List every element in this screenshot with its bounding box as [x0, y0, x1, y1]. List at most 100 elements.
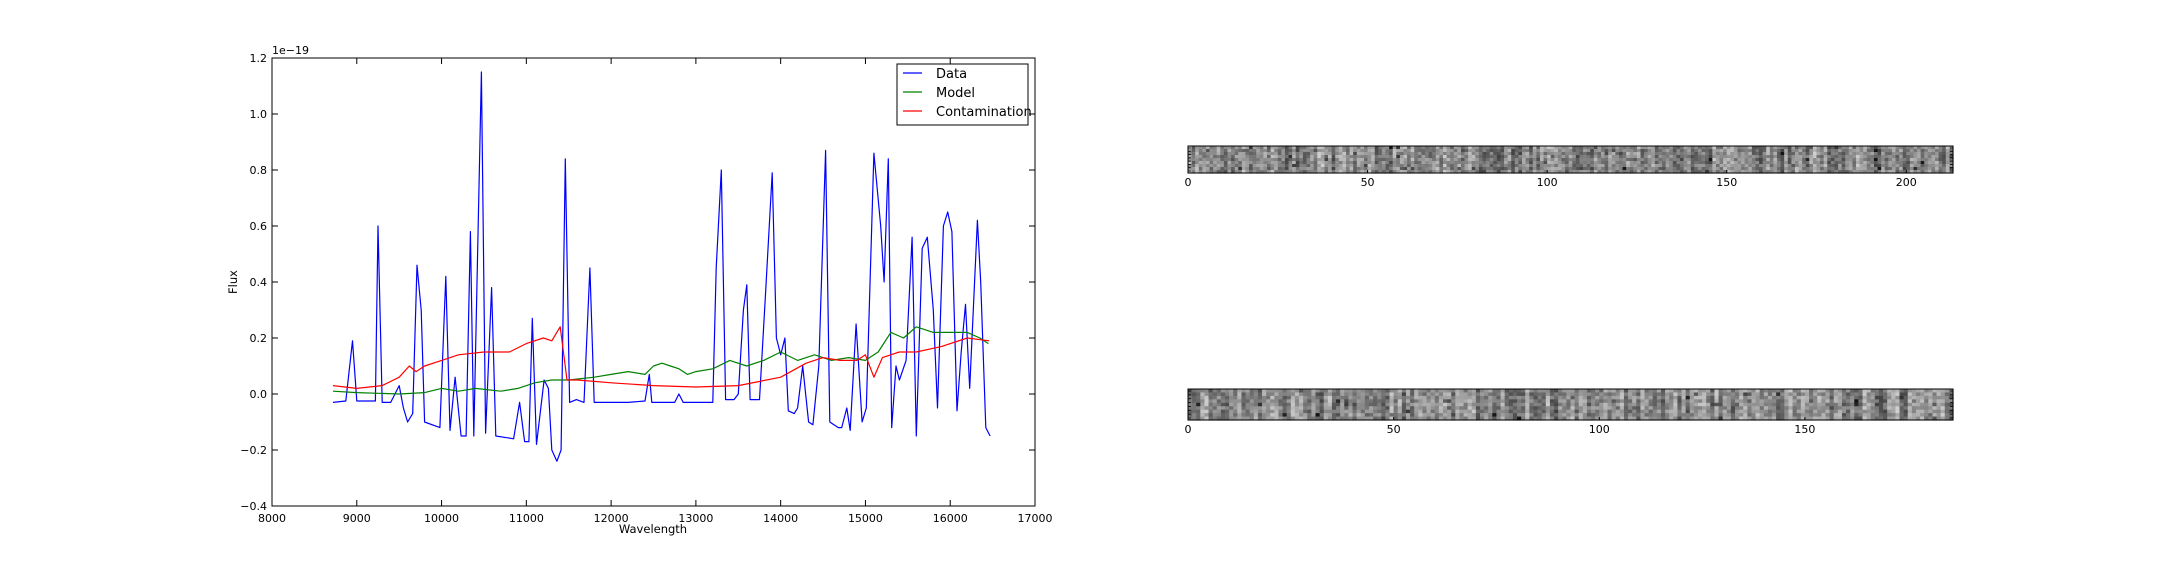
- image-pixel: [1628, 413, 1633, 418]
- image-pixel: [1669, 146, 1674, 150]
- image-pixel: [1549, 406, 1555, 411]
- image-pixel: [1586, 406, 1592, 411]
- image-pixel: [1636, 158, 1642, 162]
- image-pixel: [1747, 409, 1753, 414]
- image-pixel: [1414, 399, 1419, 404]
- image-pixel: [1936, 389, 1942, 394]
- image-pixel: [1373, 389, 1378, 394]
- image-pixel: [1881, 146, 1886, 150]
- image-pixel: [1529, 149, 1534, 153]
- image-pixel: [1726, 416, 1732, 421]
- y-axis-label: Flux: [226, 270, 240, 294]
- image-x-tick-label: 50: [1361, 176, 1375, 189]
- image-pixel: [1938, 170, 1943, 174]
- image-pixel: [1475, 170, 1480, 174]
- image-pixel: [1615, 152, 1620, 156]
- image-pixel: [1938, 167, 1943, 171]
- image-pixel: [1615, 149, 1620, 153]
- image-pixel: [1539, 170, 1545, 174]
- image-pixel: [1870, 416, 1876, 421]
- image-pixel: [1903, 406, 1909, 411]
- image-pixel: [1683, 152, 1688, 156]
- image-pixel: [1533, 392, 1539, 397]
- image-pixel: [1891, 146, 1897, 150]
- image-pixel: [1508, 409, 1514, 414]
- image-pixel: [1471, 170, 1476, 174]
- image-pixel: [1565, 170, 1570, 174]
- image-pixel: [1622, 161, 1627, 165]
- image-pixel: [1295, 170, 1300, 174]
- image-pixel: [1907, 413, 1913, 418]
- image-pixel: [1425, 167, 1430, 171]
- image-pixel: [1543, 152, 1548, 156]
- image-pixel: [1931, 167, 1936, 171]
- image-pixel: [1205, 161, 1211, 165]
- image-pixel: [1640, 392, 1646, 397]
- image-pixel: [1496, 399, 1502, 404]
- image-pixel: [1651, 170, 1656, 174]
- image-pixel: [1759, 146, 1764, 150]
- image-pixel: [1263, 149, 1268, 153]
- image-pixel: [1208, 409, 1214, 414]
- image-pixel: [1784, 167, 1789, 171]
- image-pixel: [1604, 158, 1609, 162]
- image-pixel: [1633, 161, 1638, 165]
- image-pixel: [1698, 399, 1703, 404]
- image-pixel: [1909, 167, 1915, 171]
- image-pixel: [1820, 170, 1825, 174]
- image-pixel: [1249, 409, 1255, 414]
- image-pixel: [1299, 389, 1304, 394]
- image-pixel: [1500, 399, 1506, 404]
- image-pixel: [1845, 158, 1850, 162]
- image-pixel: [1672, 152, 1678, 156]
- image-pixel: [1883, 409, 1888, 414]
- image-pixel: [1873, 164, 1879, 168]
- image-pixel: [1838, 167, 1843, 171]
- image-pixel: [1788, 399, 1794, 404]
- image-pixel: [1891, 152, 1897, 156]
- image-pixel: [1611, 155, 1616, 159]
- image-pixel: [1212, 399, 1218, 404]
- image-pixel: [1227, 170, 1232, 174]
- image-pixel: [1220, 395, 1226, 400]
- image-pixel: [1460, 149, 1466, 153]
- image-pixel: [1759, 406, 1765, 411]
- image-pixel: [1743, 395, 1748, 400]
- image-pixel: [1773, 158, 1778, 162]
- image-pixel: [1344, 409, 1349, 414]
- image-pixel: [1478, 149, 1484, 153]
- image-pixel: [1536, 149, 1541, 153]
- image-pixel: [1780, 161, 1785, 165]
- image-pixel: [1928, 413, 1934, 418]
- image-pixel: [1385, 149, 1390, 153]
- image-pixel: [1537, 416, 1543, 421]
- image-pixel: [1262, 399, 1267, 404]
- image-pixel: [1830, 164, 1836, 168]
- image-pixel: [1500, 161, 1505, 165]
- image-pixel: [1532, 146, 1537, 150]
- image-pixel: [1352, 409, 1358, 414]
- image-pixel: [1792, 392, 1798, 397]
- image-pixel: [1647, 167, 1652, 171]
- image-pixel: [1256, 158, 1261, 162]
- image-pixel: [1335, 161, 1340, 165]
- image-pixel: [1274, 167, 1279, 171]
- image-pixel: [1468, 158, 1473, 162]
- image-pixel: [1850, 413, 1855, 418]
- image-pixel: [1565, 164, 1570, 168]
- image-pixel: [1229, 409, 1234, 414]
- image-pixel: [1568, 161, 1573, 165]
- image-pixel: [1363, 146, 1369, 150]
- image-pixel: [1407, 155, 1412, 159]
- image-pixel: [1500, 170, 1505, 174]
- image-pixel: [1451, 406, 1456, 411]
- image-pixel: [1405, 392, 1411, 397]
- image-pixel: [1200, 409, 1206, 414]
- image-pixel: [1636, 167, 1642, 171]
- image-pixel: [1508, 413, 1514, 418]
- image-pixel: [1672, 164, 1678, 168]
- image-pixel: [1792, 399, 1798, 404]
- image-pixel: [1744, 155, 1749, 159]
- image-pixel: [1712, 167, 1717, 171]
- image-pixel: [1788, 416, 1794, 421]
